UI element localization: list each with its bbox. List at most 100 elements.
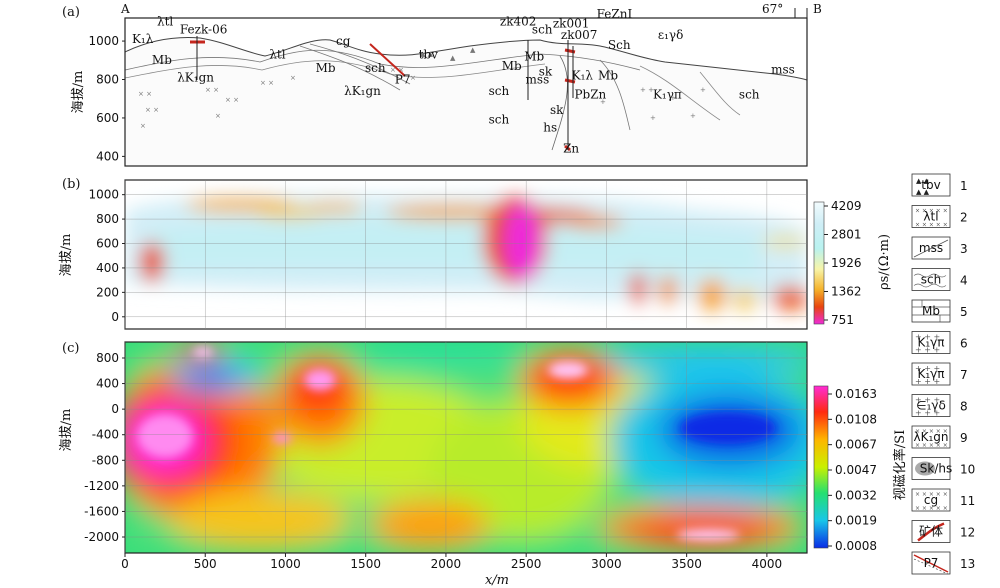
- svg-text:× ×: × ×: [205, 86, 219, 94]
- legend-swatch-code: sch: [921, 273, 941, 287]
- panel-c: 海拔/m 800 400 0 -400 -800 -1200 -1600 -2000 0.01…: [59, 341, 908, 554]
- panel-b-colorbar-label: ρs/(Ω·m): [877, 234, 892, 290]
- svg-text:× × × × ×: × × × × ×: [915, 208, 948, 215]
- x-tick-label: 2000: [431, 557, 462, 571]
- colorbar-tick-label: 0.0032: [835, 488, 877, 502]
- panel-c-grid: [124, 342, 807, 553]
- geology-label: hs: [543, 120, 557, 134]
- colorbar-tick-label: 0.0019: [835, 514, 877, 528]
- legend-swatch: [911, 488, 951, 512]
- x-tick-label: 3500: [671, 557, 702, 571]
- geology-label: zk007: [561, 28, 598, 42]
- svg-text:× ×: × ×: [225, 96, 239, 104]
- panel-a-ylabel: 海拔/m: [71, 71, 86, 114]
- x-axis-ticks: 0 500 1000 1500 2000 2500 3000 3500 4000: [121, 553, 782, 571]
- geology-label: K₁γπ: [653, 88, 682, 102]
- panel-b-y-tick-label: 200: [96, 285, 119, 299]
- legend-number: 1: [960, 179, 968, 193]
- panel-a-y-tick-label: 1000: [88, 34, 119, 48]
- legend-swatch-code: 矿体: [919, 525, 943, 539]
- geology-label: K₁λ: [572, 69, 594, 83]
- section-end-a: A: [120, 2, 130, 16]
- geology-label: Mb: [316, 61, 336, 75]
- colorbar-tick-label: 4209: [831, 199, 862, 213]
- svg-text:+ + +: + + +: [915, 409, 940, 418]
- panel-c-colorbar-ticks: 0.0163 0.0108 0.0067 0.0047 0.0032 0.0019 0.00…: [828, 387, 877, 553]
- x-tick-label: 1000: [270, 557, 301, 571]
- svg-text:× × × × ×: × × × × ×: [915, 442, 948, 449]
- svg-text:▲ ▲: ▲ ▲: [916, 188, 930, 196]
- colorbar-tick-label: 751: [831, 313, 854, 327]
- geology-label: λK₁gn: [344, 84, 381, 98]
- panel-b-y-tick-label: 600: [96, 237, 119, 251]
- geology-label: sch: [489, 84, 510, 98]
- colorbar-tick-label: 0.0067: [835, 438, 877, 452]
- geology-label: zk001: [553, 17, 590, 31]
- geology-label: sch: [739, 88, 760, 102]
- svg-text:+: +: [670, 94, 676, 102]
- geology-label: Sch: [608, 38, 631, 52]
- colorbar-tick-label: 0.0047: [835, 463, 877, 477]
- panel-b-y-tick-label: 800: [96, 212, 119, 226]
- panel-label-b: (b): [62, 177, 80, 192]
- geology-label: tbv: [419, 47, 439, 61]
- panel-b-ylabel: 海拔/m: [59, 234, 74, 277]
- legend-number: 11: [960, 494, 975, 508]
- geology-label: ε₁γδ: [658, 28, 683, 42]
- svg-text:×: ×: [215, 112, 221, 120]
- panel-a-y-tick-label: 800: [96, 73, 119, 87]
- geology-label: Fezk-06: [180, 22, 227, 36]
- colorbar-tick-label: 0.0008: [835, 539, 877, 553]
- legend-number: 2: [960, 211, 968, 225]
- panel-b-y-tick-label: 400: [96, 261, 119, 275]
- x-tick-label: 2500: [511, 557, 542, 571]
- panel-b: 海拔/m 0 200 400 600 800 1000 4209 2801 1926 1362 7…: [59, 179, 892, 330]
- panel-c-y-tick-label: -1200: [84, 479, 119, 493]
- legend-item: ▲ ▲ ▲ ▲tbv 1: [911, 173, 968, 197]
- x-tick-label: 0: [121, 557, 129, 571]
- panel-a: × ×× ×× × ×× ×× × ×× × ×× ▲ ▲▲▲ + +++ ++…: [71, 2, 822, 167]
- svg-text:▲: ▲: [470, 46, 476, 54]
- legend-swatch: [911, 331, 951, 354]
- geology-label: λtl: [269, 47, 285, 61]
- legend-number: 6: [960, 337, 968, 351]
- panel-c-y-tick-label: 400: [96, 377, 119, 391]
- svg-text:+: +: [650, 114, 656, 122]
- legend-swatch-code: mss: [919, 241, 943, 255]
- legend-item: sch 4: [911, 268, 968, 291]
- legend-item: + + + + + +K₁γπ 7: [911, 362, 968, 386]
- panel-b-grid: [124, 180, 807, 329]
- geology-label: zk402: [500, 15, 537, 29]
- legend-swatch-code: P7: [924, 556, 939, 570]
- geology-label: sch: [365, 61, 386, 75]
- panel-b-colorbar-ticks: 4209 2801 1926 1362 751: [824, 199, 862, 327]
- geology-label: Mb: [502, 59, 522, 73]
- svg-text:▲ ▲: ▲ ▲: [420, 50, 434, 58]
- colorbar-tick-label: 0.0108: [835, 412, 877, 426]
- geology-label: cg: [336, 34, 351, 48]
- svg-text:× ×: × ×: [145, 106, 159, 114]
- legend-item: × × × × × × × × × ×λK₁gn 9: [911, 425, 968, 449]
- svg-text:+: +: [690, 112, 696, 120]
- legend-item: × × × × × × × × × ×λtl 2: [911, 205, 968, 229]
- legend-swatch: [911, 362, 951, 386]
- legend-swatch-code: Mb: [922, 304, 940, 318]
- legend-number: 12: [960, 526, 975, 540]
- panel-c-y-tick-label: 0: [111, 402, 119, 416]
- svg-text:▲ ▲: ▲ ▲: [916, 177, 930, 185]
- svg-text:+ + +: + + +: [915, 333, 940, 342]
- legend-number: 7: [960, 368, 968, 382]
- geology-label: sk: [550, 103, 564, 117]
- svg-text:+ + +: + + +: [915, 346, 940, 355]
- legend-item: P7 13: [911, 551, 975, 575]
- x-tick-label: 500: [194, 557, 217, 571]
- panel-label-c: (c): [62, 341, 79, 356]
- svg-text:▲: ▲: [450, 54, 456, 62]
- svg-text:×: ×: [290, 74, 296, 82]
- geology-body: [125, 37, 807, 166]
- panel-a-y-tick-label: 400: [96, 149, 119, 163]
- legend-swatch: [911, 173, 951, 197]
- legend-item: × × × × × × × × × ×cg 11: [911, 488, 975, 512]
- x-tick-label: 3000: [591, 557, 622, 571]
